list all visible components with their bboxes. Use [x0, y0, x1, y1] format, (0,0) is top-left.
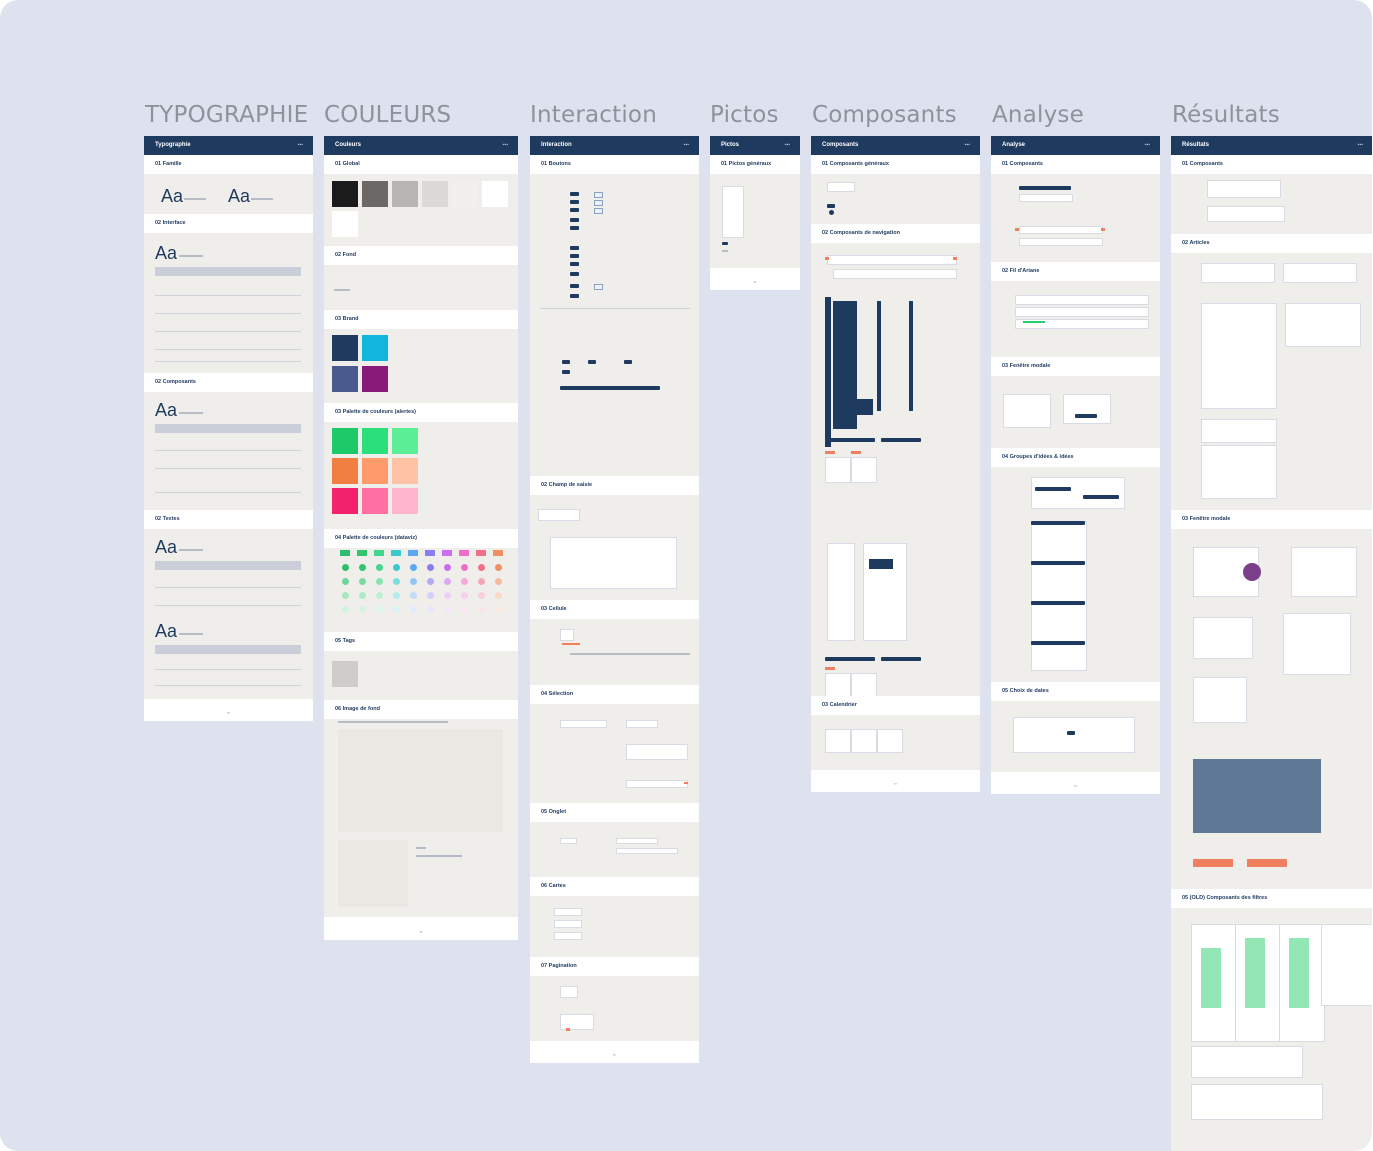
- section-title: 01 Composants: [1171, 155, 1372, 174]
- section-area: [991, 174, 1160, 262]
- board-footer: ▪▪: [419, 929, 423, 934]
- section-title: 01 Pictos généraux: [710, 155, 800, 174]
- column-title-composants: Composants: [812, 102, 957, 128]
- section-area: [324, 548, 518, 632]
- section-title: 02 Articles: [1171, 234, 1372, 253]
- board-pictos[interactable]: Pictos ▪▪▪ 01 Pictos généraux ▪▪: [710, 136, 800, 290]
- section-area: [1171, 529, 1372, 889]
- section-title: 03 Cellule: [530, 600, 699, 619]
- section-area: [1171, 908, 1372, 1151]
- section-area: [811, 243, 980, 697]
- section-title: 06 Cartes: [530, 877, 699, 896]
- section-area: [991, 467, 1160, 682]
- brand-logo: ▪▪▪: [1144, 142, 1150, 148]
- section-area: [324, 719, 518, 917]
- section-title: 03 Palette de couleurs (alertes): [324, 403, 518, 422]
- board-couleurs[interactable]: Couleurs ▪▪▪ 01 Global 02 Fond 03 Brand 0…: [324, 136, 518, 940]
- board-interaction[interactable]: Interaction ▪▪▪ 01 Boutons 02: [530, 136, 699, 1063]
- section-title: 03 Fenêtre modale: [1171, 510, 1372, 529]
- section-area: Aa: [144, 392, 313, 510]
- section-title: 05 Tags: [324, 632, 518, 651]
- section-title: 03 Calendrier: [811, 696, 980, 715]
- section-area: [991, 281, 1160, 357]
- section-title: 03 Brand: [324, 310, 518, 329]
- section-area: [530, 896, 699, 957]
- section-area: [991, 701, 1160, 772]
- section-title: 02 Composants: [144, 373, 313, 392]
- section-title: 02 Composants de navigation: [811, 224, 980, 243]
- board-footer: ▪▪: [1074, 783, 1077, 788]
- column-title-couleurs: COULEURS: [324, 102, 452, 128]
- board-header: Analyse ▪▪▪: [991, 136, 1160, 155]
- section-title: 05 Onglet: [530, 803, 699, 822]
- section-title: 03 Fenêtre modale: [991, 357, 1160, 376]
- section-title: 05 Choix de dates: [991, 682, 1160, 701]
- board-footer: ▪▪: [753, 279, 757, 284]
- board-header: Couleurs ▪▪▪: [324, 136, 518, 155]
- section-area: [1171, 174, 1372, 234]
- section-area: [811, 174, 980, 224]
- column-title-typographie: TYPOGRAPHIE: [145, 102, 309, 128]
- section-area: Aa Aa: [144, 174, 313, 214]
- section-title: 07 Pagination: [530, 957, 699, 976]
- section-title: 01 Famille: [144, 155, 313, 174]
- section-title: 05 (OLD) Composants des filtres: [1171, 889, 1372, 908]
- section-title: 02 Fond: [324, 246, 518, 265]
- column-title-interaction: Interaction: [530, 102, 657, 128]
- section-area: [324, 174, 518, 246]
- section-area: [530, 976, 699, 1041]
- section-area: [710, 174, 800, 268]
- section-area: [324, 265, 518, 310]
- brand-logo: ▪▪▪: [964, 142, 970, 148]
- board-footer: ▪▪: [227, 710, 230, 715]
- column-title-pictos: Pictos: [710, 102, 779, 128]
- section-title: 02 Champ de saisie: [530, 476, 699, 495]
- section-area: [530, 822, 699, 877]
- section-title: 02 Interface: [144, 214, 313, 233]
- brand-logo: ▪▪▪: [297, 142, 303, 148]
- section-title: 04 Sélection: [530, 685, 699, 704]
- board-typographie[interactable]: Typographie ▪▪▪ 01 Famille Aa Aa 02 Inter…: [144, 136, 313, 721]
- section-title: 04 Palette de couleurs (dataviz): [324, 529, 518, 548]
- section-title: 06 Image de fond: [324, 700, 518, 719]
- section-title: 02 Textes: [144, 510, 313, 529]
- section-area: [530, 619, 699, 685]
- section-area: [530, 495, 699, 600]
- brand-logo: ▪▪▪: [683, 142, 689, 148]
- board-header: Typographie ▪▪▪: [144, 136, 313, 155]
- column-title-resultats: Résultats: [1172, 102, 1280, 128]
- brand-logo: ▪▪▪: [784, 142, 790, 148]
- section-title: 01 Boutons: [530, 155, 699, 174]
- board-resultats[interactable]: Résultats ▪▪▪ 01 Composants 02 Articles 0…: [1171, 136, 1372, 1151]
- section-area: Aa Aa: [144, 529, 313, 699]
- section-area: [991, 376, 1160, 448]
- brand-logo: ▪▪▪: [1357, 142, 1363, 148]
- board-analyse[interactable]: Analyse ▪▪▪ 01 Composants 02 Fil d'Ariane…: [991, 136, 1160, 794]
- section-area: [324, 329, 518, 403]
- section-title: 02 Fil d'Ariane: [991, 262, 1160, 281]
- section-area: [324, 651, 518, 700]
- section-area: [530, 704, 699, 803]
- section-title: 01 Composants: [991, 155, 1160, 174]
- section-area: [530, 174, 699, 496]
- board-header: Interaction ▪▪▪: [530, 136, 699, 155]
- board-header: Composants ▪▪▪: [811, 136, 980, 155]
- section-area: [1171, 253, 1372, 510]
- section-title: 01 Global: [324, 155, 518, 174]
- board-footer: ▪▪: [613, 1052, 616, 1057]
- section-title: 01 Composants généraux: [811, 155, 980, 174]
- section-area: [324, 422, 518, 529]
- board-composants[interactable]: Composants ▪▪▪ 01 Composants généraux 02 …: [811, 136, 980, 792]
- section-title: 04 Groupes d'idées & idées: [991, 448, 1160, 467]
- board-footer: ▪▪: [894, 781, 897, 786]
- section-area: [811, 715, 980, 770]
- board-header: Pictos ▪▪▪: [710, 136, 800, 155]
- section-area: Aa: [144, 233, 313, 373]
- board-header: Résultats ▪▪▪: [1171, 136, 1372, 155]
- column-title-analyse: Analyse: [992, 102, 1084, 128]
- brand-logo: ▪▪▪: [502, 142, 508, 148]
